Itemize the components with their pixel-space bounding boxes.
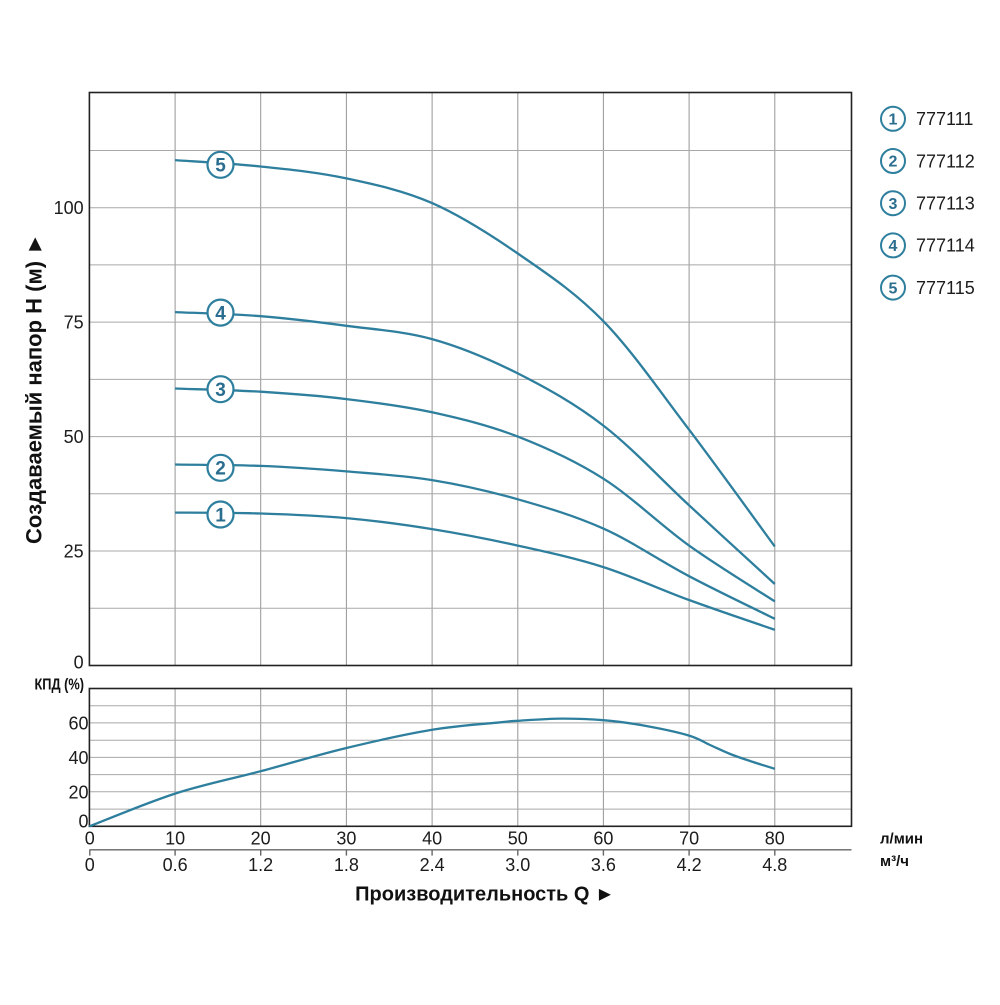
svg-text:60: 60: [593, 829, 613, 849]
svg-text:м³/ч: м³/ч: [880, 853, 909, 870]
svg-text:1.2: 1.2: [248, 855, 273, 875]
svg-text:60: 60: [68, 713, 88, 733]
svg-text:777114: 777114: [916, 236, 975, 256]
svg-text:777111: 777111: [916, 109, 973, 129]
svg-text:0: 0: [85, 855, 95, 875]
svg-text:4.2: 4.2: [677, 855, 702, 875]
svg-text:70: 70: [679, 829, 699, 849]
svg-text:50: 50: [64, 427, 84, 447]
svg-text:1: 1: [215, 505, 226, 526]
svg-text:40: 40: [68, 748, 88, 768]
svg-text:20: 20: [251, 829, 271, 849]
svg-text:80: 80: [765, 829, 785, 849]
svg-text:5: 5: [889, 280, 898, 297]
svg-text:0: 0: [74, 653, 84, 673]
svg-text:3.0: 3.0: [505, 855, 530, 875]
svg-text:1.8: 1.8: [334, 855, 359, 875]
svg-text:75: 75: [64, 313, 84, 333]
svg-text:Создаваемый напор Н (м) ►: Создаваемый напор Н (м) ►: [22, 233, 47, 544]
svg-text:4: 4: [889, 238, 898, 255]
svg-text:КПД (%): КПД (%): [35, 677, 85, 694]
svg-text:4.8: 4.8: [762, 855, 787, 875]
svg-text:3: 3: [889, 196, 898, 213]
svg-text:4: 4: [215, 303, 226, 324]
svg-text:0.6: 0.6: [163, 855, 188, 875]
svg-text:0: 0: [78, 812, 88, 832]
svg-text:40: 40: [422, 829, 442, 849]
svg-text:2.4: 2.4: [420, 855, 445, 875]
svg-text:30: 30: [336, 829, 356, 849]
svg-text:10: 10: [165, 829, 185, 849]
svg-text:2: 2: [215, 459, 226, 480]
svg-text:777115: 777115: [916, 278, 975, 298]
svg-text:20: 20: [68, 782, 88, 802]
svg-text:Производительность Q ►: Производительность Q ►: [355, 884, 615, 906]
svg-text:100: 100: [54, 198, 84, 218]
svg-text:50: 50: [508, 829, 528, 849]
svg-text:0: 0: [85, 829, 95, 849]
svg-text:5: 5: [215, 156, 226, 177]
svg-text:3: 3: [215, 380, 226, 401]
svg-text:25: 25: [64, 542, 84, 562]
svg-text:л/мин: л/мин: [880, 831, 923, 848]
svg-text:3.6: 3.6: [591, 855, 616, 875]
svg-text:777112: 777112: [916, 151, 975, 171]
svg-text:777113: 777113: [916, 194, 975, 214]
svg-text:2: 2: [889, 154, 898, 171]
svg-text:1: 1: [889, 112, 898, 129]
